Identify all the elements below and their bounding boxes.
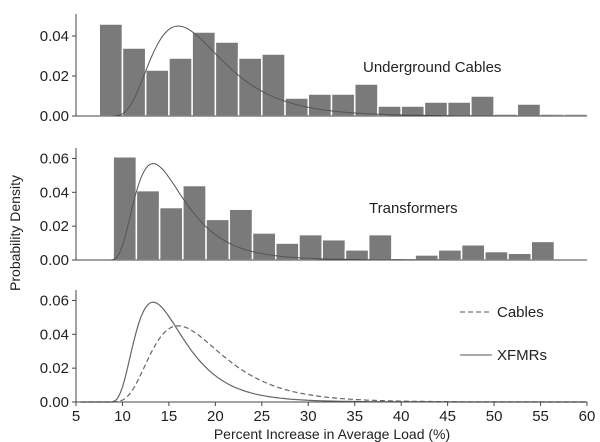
histogram-bar [191, 31, 217, 117]
x-tick-label: 50 [486, 408, 503, 425]
x-tick-label: 30 [300, 408, 317, 425]
annotation-transformers: Transformers [369, 200, 458, 217]
legend-label-cables: Cables [497, 304, 544, 321]
panel-cables: 0.00 0.02 0.04 Underground Cables [40, 14, 588, 125]
x-tick-label: 10 [114, 408, 131, 425]
histogram-bar [121, 47, 147, 117]
y-tick-label: 0.06 [40, 150, 69, 167]
legend-label-xfmrs: XFMRs [497, 347, 547, 364]
y-tick-label: 0.04 [40, 28, 69, 45]
y-tick-label: 0.04 [40, 184, 69, 201]
histogram-bar [135, 189, 161, 261]
x-tick-label: 60 [579, 408, 596, 425]
x-tick-label: 55 [532, 408, 549, 425]
panel-transformers: 0.00 0.02 0.04 0.06 Transformers [40, 148, 587, 269]
x-tick-label: 45 [439, 408, 456, 425]
histogram-bar [205, 218, 231, 261]
histogram-bar [307, 93, 333, 117]
x-tick-label: 25 [253, 408, 270, 425]
histogram-bar [446, 101, 472, 117]
histogram-bar [367, 233, 393, 261]
histogram-bar [251, 232, 277, 261]
histogram-bar [530, 240, 556, 261]
histogram-bar [261, 53, 286, 117]
histogram-bar [353, 83, 379, 117]
histogram-bar [298, 233, 323, 261]
histogram-bar [423, 101, 449, 117]
x-tick-label: 15 [161, 408, 178, 425]
histogram-bar [344, 249, 370, 261]
histogram-bar [237, 57, 263, 117]
histogram-bar [228, 208, 254, 261]
histogram-bar [516, 103, 542, 117]
y-tick-label: 0.06 [40, 292, 69, 309]
histogram-bar [460, 244, 486, 261]
histogram-bar [98, 23, 124, 117]
y-tick-label: 0.02 [40, 68, 69, 85]
x-tick-label: 35 [346, 408, 363, 425]
x-axis: 5 10 15 20 25 30 35 40 45 50 55 60 [72, 402, 596, 425]
annotation-underground-cables: Underground Cables [363, 59, 501, 76]
y-tick-label: 0.02 [40, 360, 69, 377]
histogram-bar [112, 156, 138, 261]
y-tick-label: 0.04 [40, 326, 69, 343]
x-axis-label: Percent Increase in Average Load (%) [214, 426, 450, 442]
panel-comparison: 0.00 0.02 0.04 0.06 Cables XFMRs [40, 290, 587, 411]
histogram-bar [321, 238, 347, 261]
histogram-bar [470, 95, 495, 117]
histogram-bar [144, 69, 170, 117]
y-tick-label: 0.02 [40, 218, 69, 235]
x-tick-label: 20 [207, 408, 224, 425]
legend: Cables XFMRs [460, 304, 547, 364]
y-tick-label: 0.00 [40, 108, 69, 125]
histogram-bar [437, 249, 463, 261]
histogram-bar [214, 41, 240, 117]
histogram-bar [484, 250, 509, 261]
histogram-bar [168, 57, 193, 117]
y-tick-label: 0.00 [40, 252, 69, 269]
histogram-bar [158, 206, 184, 261]
histogram-bar [414, 254, 440, 261]
x-tick-label: 40 [393, 408, 410, 425]
histogram-bar [507, 252, 533, 261]
x-tick-label: 5 [72, 408, 80, 425]
y-axis-label: Probability Density [7, 175, 23, 291]
y-tick-label: 0.00 [40, 394, 69, 411]
